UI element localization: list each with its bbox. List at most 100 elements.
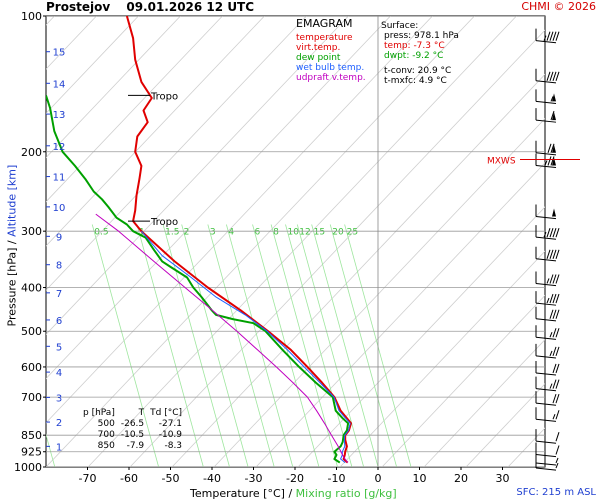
x-tick-label: -20	[286, 472, 304, 485]
wind-barb-half-feather	[549, 350, 553, 357]
dry-adiabat	[297, 206, 545, 467]
mixing-ratio-label: 0.5	[94, 228, 108, 238]
wind-barb	[535, 246, 560, 262]
wind-barb-feather	[552, 379, 557, 389]
wind-barb	[535, 291, 560, 306]
wind-barb-feather	[555, 293, 560, 304]
wind-barb-half-feather	[546, 278, 550, 284]
wind-barb-shaft	[535, 454, 557, 458]
mixing-ratio-label: 2	[184, 228, 190, 238]
mixing-ratio-label: 3	[210, 228, 216, 238]
surface-dewpoint: dwpt: -9.2 °C	[384, 51, 444, 61]
wind-barb-half-feather	[546, 297, 550, 304]
wind-barb	[535, 376, 560, 392]
y-tick-label: 400	[21, 282, 42, 295]
levels-row: 700 -10.5 -10.9	[80, 430, 185, 441]
wind-barb-half-feather	[552, 414, 556, 420]
altitude-tick-label: 8	[56, 261, 62, 272]
x-tick-label: -60	[120, 472, 138, 485]
wind-barb-shaft	[535, 282, 557, 287]
wind-barb-feather	[552, 293, 557, 304]
surface-info: Surface: press: 978.1 hPa temp: -7.3 °C …	[381, 21, 459, 86]
wind-barb-feather	[555, 445, 560, 455]
legend-item-dew-point: dew point	[296, 53, 341, 63]
altitude-tick-label: 3	[56, 393, 62, 404]
mxws-label: MXWS	[487, 156, 516, 166]
wind-barb-feather	[549, 31, 554, 41]
mixing-ratio-line	[226, 224, 294, 467]
wind-barb-half-feather	[555, 462, 559, 469]
dry-adiabat	[465, 383, 545, 467]
levels-cell: -7.9	[126, 441, 145, 451]
surface-heading: Surface:	[381, 21, 419, 31]
wind-barb-feather	[552, 274, 557, 284]
altitude-tick-label: 4	[56, 368, 62, 379]
wind-barb-half-feather	[549, 332, 553, 338]
wind-barb-shaft	[535, 467, 557, 471]
levels-cell: -10.5	[120, 430, 145, 440]
y-axis-label-altitude: Altitude [km]	[5, 164, 19, 237]
wind-barb-feather	[552, 363, 557, 374]
wind-barb-feather	[555, 309, 560, 319]
y-tick-label: 500	[21, 325, 42, 338]
dry-adiabat	[46, 16, 307, 291]
x-tick-label: -40	[203, 472, 221, 485]
dry-adiabat	[46, 16, 475, 467]
wind-barb-feather	[555, 379, 560, 389]
surface-pressure: press: 978.1 hPa	[384, 31, 459, 41]
wind-barb	[535, 343, 560, 359]
wind-barb-pennant	[552, 157, 556, 166]
altitude-tick-label: 2	[56, 418, 62, 429]
wind-barb-feather	[550, 156, 555, 166]
wind-barb-shaft	[535, 302, 557, 306]
dry-adiabat	[46, 16, 349, 335]
x-tick-label: 10	[413, 472, 427, 485]
levels-table: p [hPa] T Td [°C] 500 -26.5 -27.1 700 -1…	[80, 408, 185, 452]
levels-row: 500 -26.5 -27.1	[80, 419, 185, 430]
x-tick-label: 20	[454, 472, 468, 485]
wind-barb-shaft	[535, 236, 557, 240]
dry-adiabat	[46, 16, 223, 203]
wind-barb-shaft	[535, 355, 557, 359]
wind-barb-feather	[555, 432, 560, 442]
surface-tmxfc: t-mxfc: 4.9 °C	[384, 76, 447, 86]
series-line-udpraft-v-temp-	[95, 213, 349, 463]
wind-barb	[535, 108, 557, 123]
wind-barb-feather	[555, 328, 560, 338]
mixing-ratio-label: 12	[299, 228, 310, 238]
wind-barb-feather	[555, 410, 560, 420]
dry-adiabat	[46, 16, 433, 424]
wind-barb-feather	[546, 71, 551, 81]
dry-adiabat	[381, 294, 545, 467]
wind-barb-shaft	[535, 318, 557, 322]
mixing-ratio-label: 1.5	[165, 228, 179, 238]
dry-adiabat	[339, 250, 545, 467]
wind-barb-feather	[552, 31, 557, 41]
wind-barb-feather	[555, 228, 560, 238]
wind-barb	[535, 360, 560, 376]
dry-adiabat	[423, 339, 545, 467]
wind-barb-feather	[550, 143, 555, 153]
altitude-tick-label: 13	[53, 110, 66, 121]
wind-barb-feather	[547, 156, 552, 166]
y-tick-label: 925	[21, 446, 42, 459]
legend-item-updraft: udpraft v.temp.	[296, 73, 366, 83]
wind-barb	[535, 391, 560, 406]
mixing-ratio-label: 6	[255, 228, 261, 238]
wind-barb-half-feather	[543, 35, 547, 41]
y-tick-label: 200	[21, 146, 42, 159]
station-name: Prostejov	[46, 0, 111, 14]
surface-elevation: SFC: 215 m ASL	[516, 487, 596, 498]
y-tick-label: 300	[21, 225, 42, 238]
altitude-tick-label: 10	[53, 203, 66, 214]
wind-barb-feather	[552, 346, 557, 357]
x-axis-label-temperature: Temperature [°C]	[190, 487, 285, 500]
wind-barb-half-feather	[544, 160, 548, 166]
series-line-wet-bulb-temp-	[141, 230, 351, 463]
wind-barb-feather	[549, 71, 554, 81]
mixing-ratio-label: 4	[228, 228, 234, 238]
x-tick-label: 30	[496, 472, 510, 485]
y-tick-label: 700	[21, 391, 42, 404]
wind-barb	[535, 204, 557, 220]
altitude-tick-label: 6	[56, 316, 62, 327]
